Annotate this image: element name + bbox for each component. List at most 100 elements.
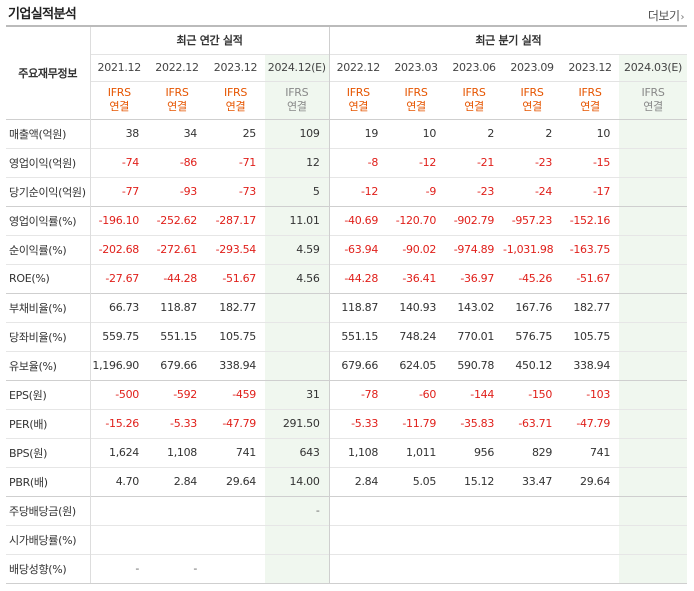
ifrs-label: IFRS <box>462 86 486 99</box>
table-cell: 551.15 <box>328 321 388 351</box>
table-cell <box>503 553 562 584</box>
more-link-label: 더보기 <box>647 9 680 23</box>
table-cell: 25 <box>206 118 265 148</box>
period-header: 2024.03(E) <box>619 53 688 81</box>
accounting-standard-label: IFRS 연결 <box>445 80 504 119</box>
table-cell: -78 <box>328 379 388 409</box>
table-cell <box>265 350 330 380</box>
table-cell: -902.79 <box>445 205 504 235</box>
table-cell <box>148 495 206 525</box>
table-cell: -8 <box>328 147 388 177</box>
period-header: 2022.12 <box>148 53 206 81</box>
chevron-right-icon: › <box>680 12 685 23</box>
table-row: PER(배) -15.26 -5.33 -47.79 291.50 -5.33 -11.79… <box>6 408 688 438</box>
table-cell: 118.87 <box>148 292 206 322</box>
table-cell <box>503 495 562 525</box>
table-cell <box>619 495 688 525</box>
table-cell <box>561 524 620 554</box>
table-cell <box>619 292 688 322</box>
table-cell: -144 <box>445 379 504 409</box>
table-cell: -17 <box>561 176 620 206</box>
table-cell: -163.75 <box>561 234 620 264</box>
table-cell <box>328 553 388 584</box>
table-cell: 105.75 <box>561 321 620 351</box>
table-cell: 31 <box>265 379 330 409</box>
table-cell: 14.00 <box>265 466 330 496</box>
table-cell: 34 <box>148 118 206 148</box>
table-cell: 1,624 <box>90 437 148 467</box>
row-label: BPS(원) <box>6 437 91 467</box>
table-cell: -36.41 <box>387 263 446 293</box>
table-cell <box>619 234 688 264</box>
table-cell <box>619 263 688 293</box>
table-cell: 2.84 <box>328 466 388 496</box>
row-label: 시가배당률(%) <box>6 524 91 554</box>
accounting-standard-label: IFRS 연결 <box>503 80 562 119</box>
table-cell: 105.75 <box>206 321 265 351</box>
table-cell: 4.59 <box>265 234 330 264</box>
table-cell: 66.73 <box>90 292 148 322</box>
period-header: 2023.03 <box>387 53 446 81</box>
table-cell <box>265 553 330 584</box>
table-cell: 4.70 <box>90 466 148 496</box>
table-cell: -27.67 <box>90 263 148 293</box>
table-row: 매출액(억원) 38 34 25 109 19 10 2 2 10 <box>6 118 688 148</box>
table-row: 순이익률(%) -202.68 -272.61 -293.54 4.59 -63.94 -9… <box>6 234 688 264</box>
row-label: 영업이익률(%) <box>6 205 91 235</box>
table-cell <box>206 524 265 554</box>
table-cell: 643 <box>265 437 330 467</box>
accounting-standard-label: IFRS 연결 <box>561 80 620 119</box>
table-cell: 1,011 <box>387 437 446 467</box>
table-cell <box>619 524 688 554</box>
more-link[interactable]: 더보기› <box>647 7 685 24</box>
table-cell: -592 <box>148 379 206 409</box>
table-cell: -957.23 <box>503 205 562 235</box>
row-label: 당기순이익(억원) <box>6 176 91 206</box>
table-cell: 118.87 <box>328 292 388 322</box>
period-header: 2023.06 <box>445 53 504 81</box>
table-cell: -35.83 <box>445 408 504 438</box>
table-cell: 29.64 <box>561 466 620 496</box>
table-row: 영업이익률(%) -196.10 -252.62 -287.17 11.01 -40.69… <box>6 205 688 235</box>
table-cell <box>619 466 688 496</box>
table-row: 배당성향(%) - - <box>6 553 688 584</box>
table-cell <box>265 321 330 351</box>
row-header: 주요재무정보 <box>6 25 91 119</box>
period-header: 2023.09 <box>503 53 562 81</box>
table-cell <box>619 408 688 438</box>
table-cell: - <box>265 495 330 525</box>
consolidated-label: 연결 <box>522 100 542 113</box>
ifrs-label: IFRS <box>165 86 189 99</box>
table-cell: -71 <box>206 147 265 177</box>
table-cell: -63.71 <box>503 408 562 438</box>
table-cell: 576.75 <box>503 321 562 351</box>
table-cell: 741 <box>206 437 265 467</box>
period-header: 2021.12 <box>90 53 148 81</box>
table-cell: -36.97 <box>445 263 504 293</box>
table-cell <box>445 495 504 525</box>
table-cell <box>619 176 688 206</box>
table-cell: -252.62 <box>148 205 206 235</box>
table-cell <box>561 553 620 584</box>
table-cell <box>619 118 688 148</box>
table-row: 유보율(%) 1,196.90 679.66 338.94 679.66 624.05 59… <box>6 350 688 380</box>
table-row: 당기순이익(억원) -77 -93 -73 5 -12 -9 -23 -24 -17 <box>6 176 688 206</box>
table-cell <box>265 292 330 322</box>
table-cell: -5.33 <box>148 408 206 438</box>
table-cell: -12 <box>328 176 388 206</box>
table-cell: -196.10 <box>90 205 148 235</box>
table-cell <box>619 379 688 409</box>
table-cell: 143.02 <box>445 292 504 322</box>
table-cell: 167.76 <box>503 292 562 322</box>
table-cell <box>619 553 688 584</box>
table-cell <box>387 524 446 554</box>
period-header: 2023.12 <box>206 53 265 81</box>
financial-table: 주요재무정보 최근 연간 실적 최근 분기 실적 2021.12 2022.12 2023… <box>6 25 688 584</box>
table-cell: 338.94 <box>561 350 620 380</box>
consolidated-label: 연결 <box>225 100 246 113</box>
table-cell <box>148 524 206 554</box>
table-row: 영업이익(억원) -74 -86 -71 12 -8 -12 -21 -23 -15 <box>6 147 688 177</box>
table-cell: -86 <box>148 147 206 177</box>
ifrs-label: IFRS <box>641 86 665 99</box>
table-cell: -15.26 <box>90 408 148 438</box>
